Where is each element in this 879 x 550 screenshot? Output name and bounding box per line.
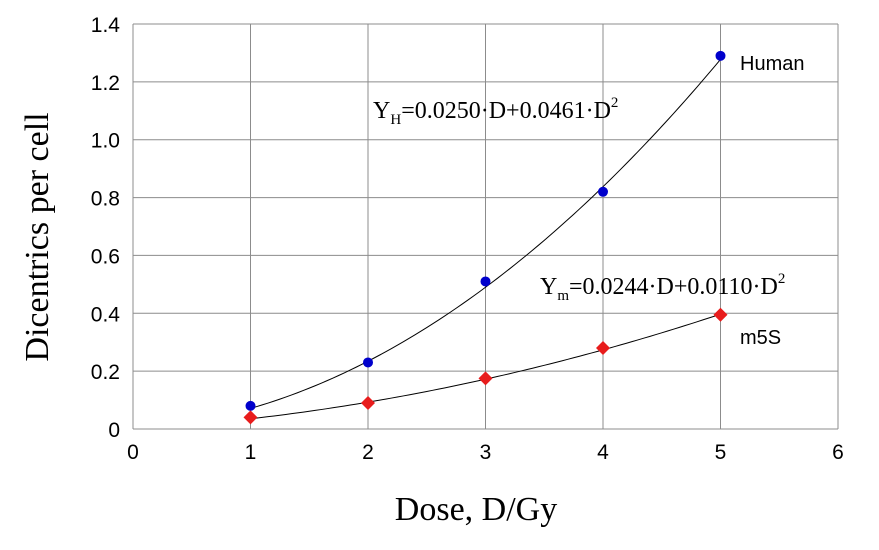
equation-m5s-superscript: 2	[778, 271, 786, 287]
y-tick-label: 1.4	[91, 14, 121, 37]
x-tick-label: 3	[480, 441, 492, 464]
fit-curve-human	[250, 59, 721, 409]
y-tick-label: 1.0	[91, 130, 120, 153]
equation-human-symbol: Y	[373, 98, 390, 124]
y-tick-label: 0	[108, 419, 120, 442]
x-tick-label: 2	[362, 441, 374, 464]
equation-human: YH=0.0250·D+0.0461·D2	[373, 95, 618, 128]
series-label-m5s: m5S	[740, 327, 781, 349]
y-tick-label: 0.6	[91, 245, 120, 268]
axis-tick-labels: 0 0.2 0.4 0.6 0.8 1.0 1.2 1.4 0 1 2 3 4 5 6	[91, 14, 844, 464]
data-point-human	[480, 276, 491, 287]
y-axis-title: Dicentrics per cell	[19, 112, 56, 361]
x-tick-label: 5	[715, 441, 727, 464]
data-point-m5s	[243, 410, 258, 425]
x-tick-label: 1	[245, 441, 257, 464]
data-markers	[243, 50, 728, 425]
data-point-m5s	[596, 341, 610, 355]
data-point-human	[363, 357, 373, 368]
series-label-human: Human	[740, 53, 804, 75]
y-tick-label: 0.8	[91, 188, 120, 211]
equation-m5s-symbol: Y	[540, 274, 557, 300]
equation-m5s: Ym=0.0244·D+0.0110·D2	[540, 271, 785, 304]
y-tick-label: 1.2	[91, 72, 120, 95]
x-tick-label: 4	[597, 441, 609, 464]
x-tick-label: 6	[832, 441, 844, 464]
equation-human-subscript: H	[390, 112, 401, 128]
y-tick-label: 0.2	[91, 361, 120, 384]
equation-human-superscript: 2	[611, 95, 619, 111]
x-tick-label: 0	[127, 441, 139, 464]
equation-human-body: =0.0250·D+0.0461·D	[401, 98, 611, 124]
x-axis-title: Dose, D/Gy	[395, 491, 557, 528]
data-point-m5s	[478, 371, 493, 386]
equation-m5s-body: =0.0244·D+0.0110·D	[569, 274, 778, 300]
equation-m5s-subscript: m	[557, 288, 569, 304]
y-tick-label: 0.4	[91, 303, 121, 326]
data-point-human	[598, 186, 608, 197]
data-point-m5s	[713, 307, 728, 322]
data-point-human	[245, 400, 256, 411]
data-point-human	[715, 50, 726, 61]
data-point-m5s	[361, 395, 375, 410]
